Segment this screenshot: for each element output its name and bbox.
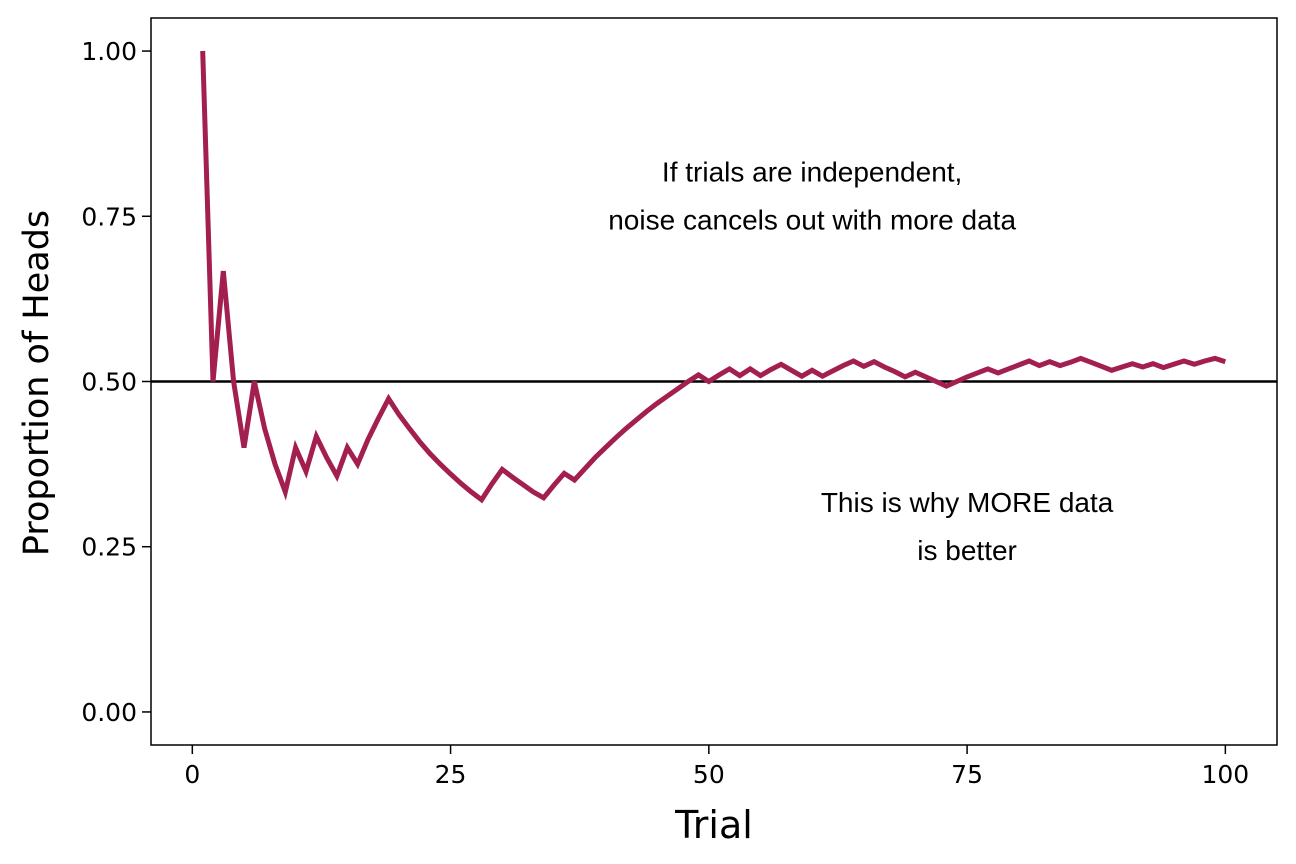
x-tick-label: 50 [693,760,725,789]
x-axis: 0 25 50 75 100 [184,745,1249,789]
series-line [200,50,1227,504]
annotation-layer: If trials are independent, noise cancels … [608,156,1114,565]
annotation-text: is better [917,535,1017,566]
annotation-text: noise cancels out with more data [608,204,1016,235]
y-tick-label: 0.25 [81,533,137,562]
y-tick-label: 0.00 [81,698,137,727]
y-tick-label: 1.00 [81,37,137,66]
x-tick-label: 0 [184,760,200,789]
y-axis-title: Proportion of Heads [17,210,57,556]
series-layer [200,50,1227,504]
y-tick-label: 0.75 [81,202,137,231]
y-axis: 0.00 0.25 0.50 0.75 1.00 [81,37,151,727]
x-tick-label: 75 [951,760,983,789]
y-tick-label: 0.50 [81,368,137,397]
annotation-text: If trials are independent, [662,156,962,187]
annotation-text: This is why MORE data [821,487,1114,518]
x-tick-label: 100 [1201,760,1249,789]
x-axis-title: Trial [674,803,753,847]
x-tick-label: 25 [435,760,467,789]
